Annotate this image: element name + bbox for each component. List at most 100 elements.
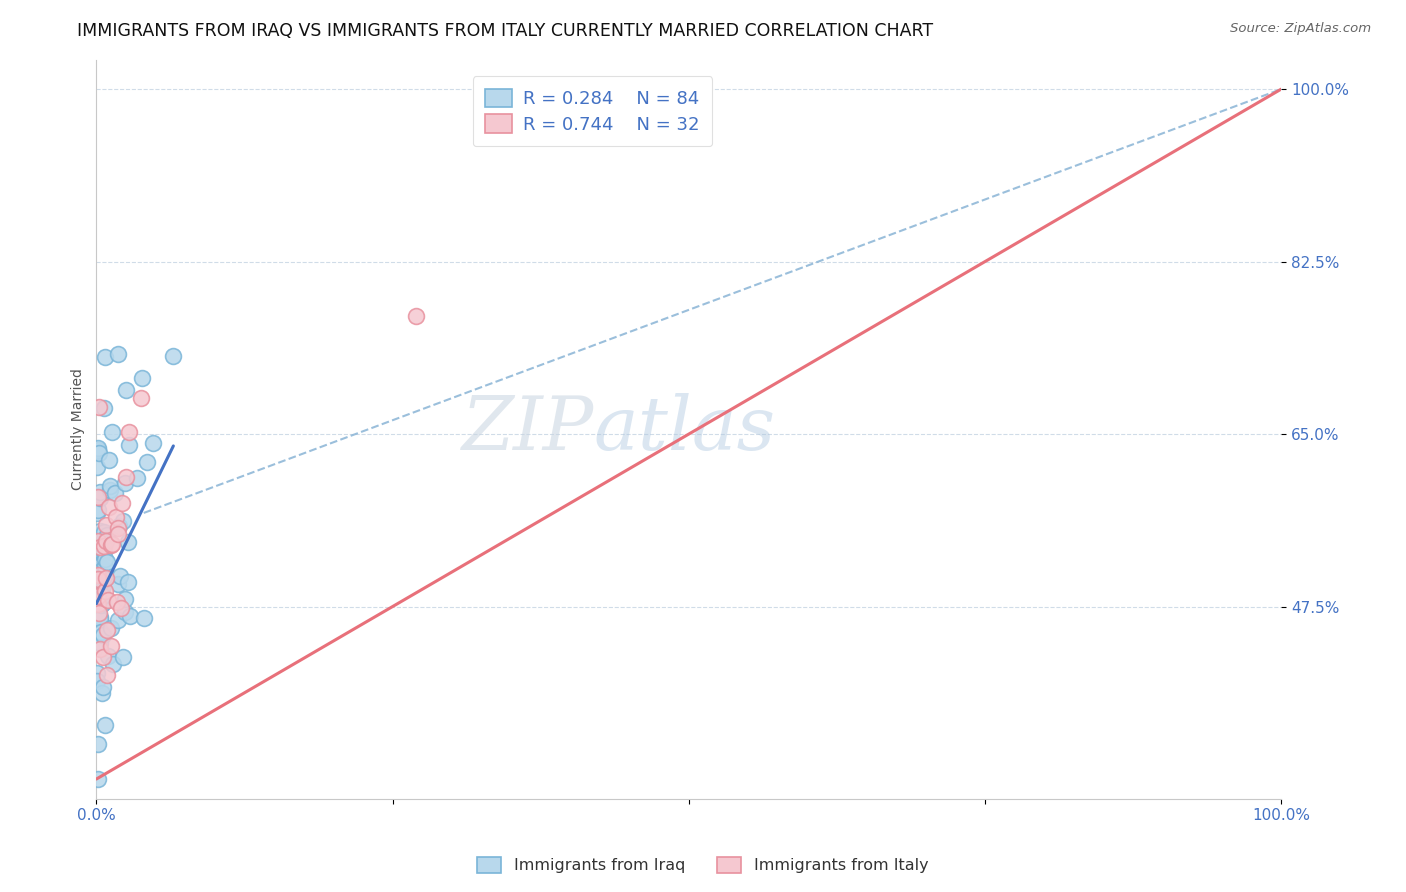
Point — [90, 598, 112, 612]
Point — [107, 577, 129, 591]
Point — [89, 612, 111, 626]
Point — [89, 524, 111, 538]
Point — [89, 641, 111, 656]
Point — [86, 506, 108, 520]
Text: Source: ZipAtlas.com: Source: ZipAtlas.com — [1230, 22, 1371, 36]
Text: ZIP: ZIP — [461, 393, 593, 466]
Point — [125, 471, 148, 485]
Point — [96, 623, 118, 637]
Point — [93, 574, 115, 588]
Point — [87, 564, 110, 578]
Point — [96, 528, 118, 542]
Point — [114, 475, 136, 490]
Point — [105, 510, 128, 524]
Point — [89, 485, 111, 500]
Point — [87, 738, 110, 752]
Point — [91, 562, 114, 576]
Point — [86, 542, 108, 557]
Point — [87, 606, 110, 620]
Point — [114, 592, 136, 607]
Point — [91, 596, 114, 610]
Point — [129, 392, 152, 406]
Point — [89, 610, 111, 624]
Point — [87, 490, 110, 504]
Point — [117, 575, 139, 590]
Point — [97, 500, 120, 514]
Point — [86, 460, 108, 475]
Point — [90, 539, 112, 553]
Point — [97, 453, 120, 467]
Legend: R = 0.284    N = 84, R = 0.744    N = 32: R = 0.284 N = 84, R = 0.744 N = 32 — [472, 76, 713, 146]
Point — [94, 551, 117, 566]
Point — [100, 479, 122, 493]
Point — [87, 502, 110, 516]
Point — [96, 593, 118, 607]
Point — [94, 559, 117, 574]
Point — [105, 595, 128, 609]
Point — [96, 667, 118, 681]
Text: IMMIGRANTS FROM IRAQ VS IMMIGRANTS FROM ITALY CURRENTLY MARRIED CORRELATION CHAR: IMMIGRANTS FROM IRAQ VS IMMIGRANTS FROM … — [77, 22, 934, 40]
Point — [87, 441, 110, 455]
Point — [135, 455, 157, 469]
Point — [94, 584, 117, 599]
Point — [100, 639, 122, 653]
Point — [108, 519, 131, 533]
Text: atlas: atlas — [593, 393, 776, 466]
Point — [97, 648, 120, 663]
Point — [89, 612, 111, 626]
Point — [94, 717, 117, 731]
Point — [87, 589, 110, 603]
Point — [86, 490, 108, 504]
Point — [87, 445, 110, 459]
Point — [132, 611, 155, 625]
Point — [93, 627, 115, 641]
Point — [118, 438, 141, 452]
Point — [86, 534, 108, 549]
Point — [90, 624, 112, 639]
Point — [93, 525, 115, 540]
Point — [142, 436, 165, 450]
Point — [86, 543, 108, 558]
Point — [110, 601, 132, 615]
Legend: Immigrants from Iraq, Immigrants from Italy: Immigrants from Iraq, Immigrants from It… — [471, 850, 935, 880]
Point — [86, 567, 108, 582]
Point — [87, 563, 110, 577]
Point — [115, 383, 138, 397]
Point — [86, 580, 108, 594]
Point — [91, 589, 114, 603]
Point — [87, 589, 110, 603]
Point — [96, 555, 118, 569]
Point — [405, 309, 427, 323]
Point — [107, 613, 129, 627]
Point — [115, 470, 138, 484]
Point — [86, 572, 108, 586]
Point — [86, 597, 108, 611]
Point — [89, 636, 111, 650]
Y-axis label: Currently Married: Currently Married — [72, 368, 86, 490]
Point — [117, 535, 139, 549]
Point — [101, 537, 124, 551]
Point — [94, 518, 117, 533]
Point — [118, 609, 141, 624]
Point — [107, 347, 129, 361]
Point — [131, 371, 153, 385]
Point — [104, 486, 127, 500]
Point — [87, 541, 110, 555]
Point — [86, 627, 108, 641]
Point — [94, 533, 117, 548]
Point — [101, 425, 124, 439]
Point — [89, 540, 111, 554]
Point — [114, 605, 136, 619]
Point — [100, 538, 122, 552]
Point — [90, 686, 112, 700]
Point — [111, 650, 134, 665]
Point — [93, 401, 115, 416]
Point — [96, 570, 118, 584]
Point — [89, 491, 111, 505]
Point — [107, 521, 129, 535]
Point — [87, 400, 110, 414]
Point — [89, 558, 111, 573]
Point — [91, 649, 114, 664]
Point — [103, 657, 125, 672]
Point — [91, 541, 114, 556]
